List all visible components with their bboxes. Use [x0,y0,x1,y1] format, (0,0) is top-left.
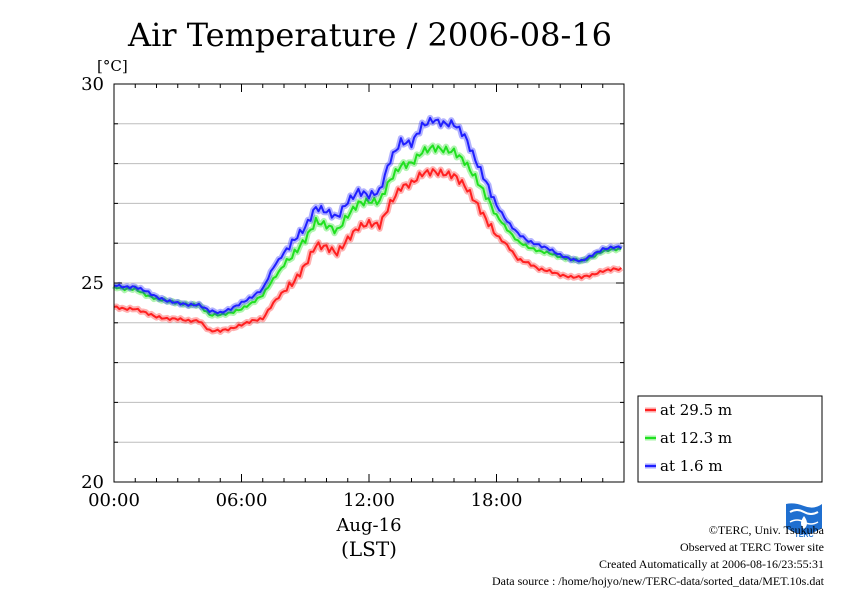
legend-box [637,395,823,483]
series-line [113,116,622,315]
y-axis-label: [°C] [97,57,128,75]
legend-label: at 12.3 m [660,429,732,447]
svg-text:TERC: TERC [794,532,813,539]
terc-logo-icon: TERC [784,502,824,540]
x-tick-label: 06:00 [216,490,268,511]
y-tick-label: 20 [81,472,104,493]
x-tick-label: 18:00 [471,490,523,511]
legend-label: at 29.5 m [660,401,732,419]
credit-source: Data source : /home/hojyo/new/TERC-data/… [491,574,824,588]
x-axis-unit-label: (LST) [341,537,397,561]
x-tick-label: 00:00 [88,490,140,511]
series-line [113,168,622,333]
legend: at 29.5 m at 12.3 m at 1.6 m [645,401,732,475]
x-ticks: 00:00 06:00 12:00 18:00 [88,84,625,511]
x-axis-label: Aug-16 [335,515,401,536]
y-tick-label: 30 [81,74,104,95]
credit-copyright: ©TERC, Univ. Tsukuba [708,523,824,537]
series-lines [111,114,624,335]
chart-title: Air Temperature / 2006-08-16 [127,16,612,54]
series-halo [113,114,624,317]
series-line [113,144,622,317]
credit-created: Created Automatically at 2006-08-16/23:5… [599,557,824,571]
x-tick-label: 12:00 [343,490,395,511]
series-halo [111,142,623,319]
grid-lines [114,123,624,443]
credit-site: Observed at TERC Tower site [679,540,824,554]
credits: ©TERC, Univ. Tsukuba Observed at TERC To… [492,522,824,590]
y-tick-label: 25 [81,273,104,294]
legend-label: at 1.6 m [660,457,723,475]
y-ticks: 20 25 30 [81,74,624,493]
